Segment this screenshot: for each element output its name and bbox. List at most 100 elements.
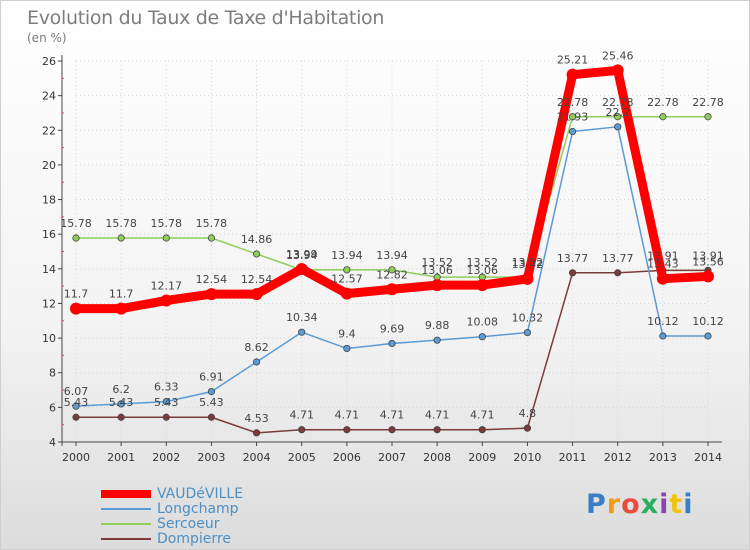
data-point-3 (478, 426, 486, 434)
data-label-2: 15.78 (196, 217, 228, 230)
legend-label-sercoeur: Sercoeur (157, 516, 220, 532)
data-point-3 (523, 424, 532, 432)
legend-swatch-vaudeville (101, 490, 151, 498)
data-label-2: 13.94 (331, 249, 363, 262)
x-tick-label: 2010 (513, 451, 541, 464)
data-point-2 (343, 266, 351, 274)
data-label-0: 25.46 (602, 49, 634, 62)
data-label-2: 22.78 (557, 96, 589, 109)
data-point-2 (117, 234, 125, 242)
data-label-0: 12.54 (241, 273, 273, 286)
x-tick-label: 2012 (604, 451, 632, 464)
data-point-2 (72, 234, 80, 242)
data-point-2 (568, 113, 577, 121)
y-tick-label: 14 (42, 263, 56, 276)
data-label-0: 13.56 (692, 255, 724, 268)
data-label-3: 4.71 (380, 409, 405, 422)
y-tick-label: 12 (42, 297, 56, 310)
data-point-0 (115, 302, 128, 315)
data-point-1 (704, 332, 712, 340)
data-point-2 (388, 266, 396, 274)
data-label-1: 21.93 (557, 110, 589, 123)
legend-label-dompierre: Dompierre (157, 531, 231, 547)
data-point-0 (386, 283, 398, 296)
y-tick-label: 4 (49, 436, 56, 449)
data-label-0: 25.21 (557, 54, 589, 67)
data-label-0: 12.82 (376, 268, 408, 281)
data-point-3 (343, 426, 351, 434)
data-point-3 (614, 269, 622, 277)
data-label-3: 4.71 (335, 409, 360, 422)
legend-swatch-sercoeur (101, 523, 151, 525)
data-point-1 (568, 127, 577, 136)
data-label-2: 22.78 (602, 96, 634, 109)
data-point-0 (566, 68, 579, 81)
x-tick-label: 2013 (649, 451, 677, 464)
data-point-2 (614, 113, 622, 121)
data-label-3: 13.77 (602, 252, 634, 265)
y-tick-label: 26 (42, 55, 56, 68)
data-label-1: 6.91 (199, 371, 224, 384)
data-label-1: 6.07 (64, 385, 89, 398)
data-label-0: 13.06 (467, 264, 499, 277)
data-label-3: 5.43 (109, 396, 134, 409)
data-label-1: 6.2 (112, 383, 130, 396)
data-point-0 (295, 262, 308, 275)
chart-subtitle: (en %) (27, 31, 67, 45)
data-label-0: 13.99 (286, 248, 318, 261)
data-label-3: 13.91 (647, 249, 679, 262)
data-label-1: 6.33 (154, 381, 179, 394)
data-point-1 (388, 339, 396, 348)
data-point-3 (72, 413, 80, 421)
x-tick-label: 2009 (468, 451, 496, 464)
data-point-0 (521, 272, 534, 285)
data-label-2: 13.94 (286, 249, 318, 262)
data-label-1: 10.34 (286, 311, 318, 324)
x-tick-label: 2001 (107, 451, 135, 464)
data-point-1 (252, 358, 261, 366)
data-point-1 (207, 388, 216, 396)
data-label-0: 13.06 (421, 264, 453, 277)
y-tick-label: 6 (49, 401, 56, 414)
data-label-0: 12.54 (196, 273, 228, 286)
data-label-3: 4.71 (425, 409, 450, 422)
data-label-3: 5.43 (154, 396, 179, 409)
data-label-3: 5.43 (199, 396, 224, 409)
data-label-1: 10.12 (692, 315, 724, 328)
data-label-0: 13.42 (512, 258, 544, 271)
data-point-3 (162, 413, 170, 421)
data-label-3: 13.77 (557, 252, 589, 265)
x-tick-label: 2014 (694, 451, 722, 464)
data-point-3 (568, 269, 577, 277)
x-tick-label: 2003 (197, 451, 225, 464)
data-label-1: 10.32 (512, 312, 544, 325)
data-label-2: 15.78 (151, 217, 183, 230)
data-point-0 (160, 294, 173, 307)
data-label-2: 22.78 (647, 96, 679, 109)
legend-label-longchamp: Longchamp (157, 501, 239, 517)
data-point-0 (250, 288, 263, 301)
data-point-3 (207, 413, 216, 421)
y-tick-label: 8 (49, 367, 56, 380)
data-point-3 (298, 426, 306, 434)
data-point-1 (117, 400, 125, 408)
data-label-3: 4.71 (470, 409, 495, 422)
data-point-0 (205, 288, 218, 301)
data-label-2: 22.78 (692, 96, 724, 109)
legend-label-vaudeville: VAUDéVILLE (157, 486, 244, 502)
data-label-1: 9.88 (425, 319, 450, 332)
data-label-0: 11.7 (109, 288, 134, 301)
data-label-0: 12.57 (331, 273, 363, 286)
data-point-0 (656, 272, 669, 285)
data-label-0: 11.7 (64, 288, 89, 301)
y-tick-label: 16 (42, 228, 56, 241)
data-label-0: 13.43 (647, 258, 679, 271)
data-point-1 (72, 402, 80, 410)
data-label-3: 5.43 (64, 396, 89, 409)
data-point-3 (252, 429, 261, 437)
x-tick-label: 2006 (333, 451, 361, 464)
data-label-1: 10.12 (647, 315, 679, 328)
data-point-3 (433, 426, 441, 434)
